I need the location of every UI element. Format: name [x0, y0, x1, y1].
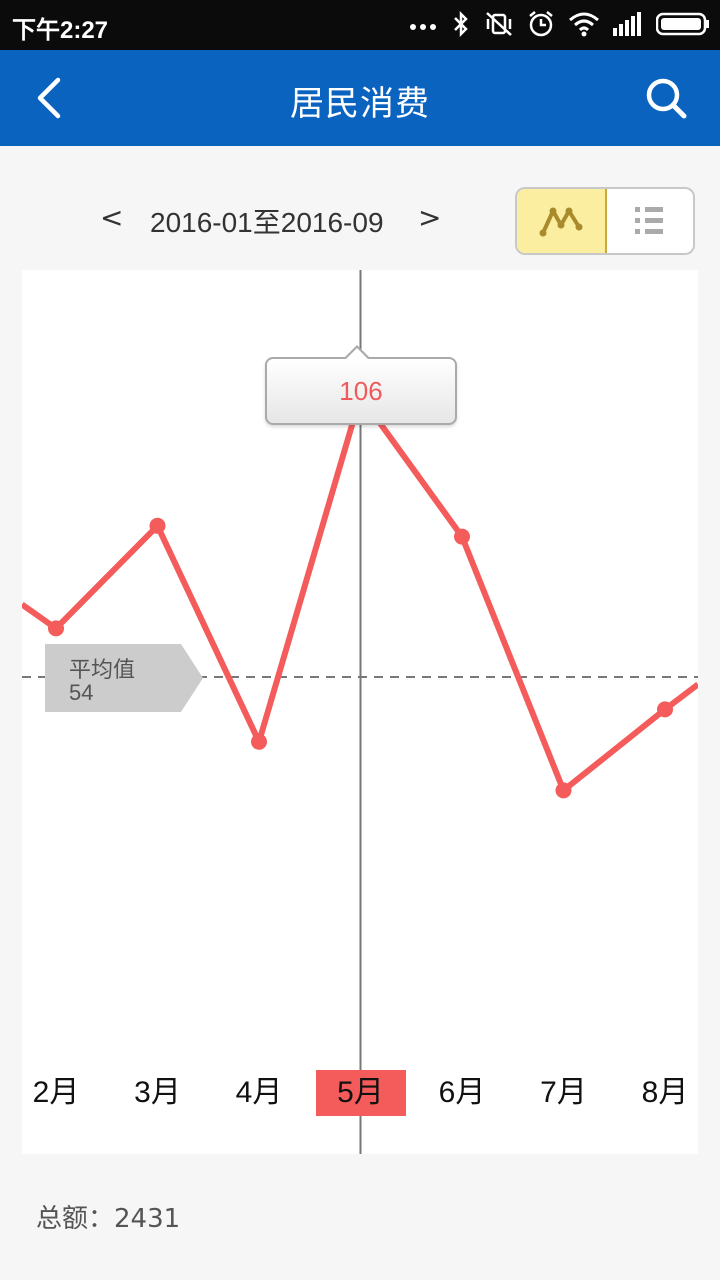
- data-point-3[interactable]: [251, 733, 267, 750]
- view-toggle: [515, 187, 695, 255]
- average-label: 平均值: [69, 658, 136, 683]
- list-icon: [635, 207, 663, 234]
- page-title: 居民消费: [290, 84, 430, 124]
- search-button[interactable]: [642, 74, 690, 122]
- x-tick-label[interactable]: 6月: [438, 1076, 486, 1109]
- value-tooltip: 106: [265, 345, 457, 425]
- status-icons: [401, 10, 710, 40]
- back-button[interactable]: [30, 76, 74, 120]
- total-amount: 总额：2431: [36, 1204, 181, 1234]
- wifi-icon: [568, 11, 600, 41]
- x-tick-label[interactable]: 3月: [134, 1076, 181, 1109]
- status-bar: 下午2:27: [0, 0, 720, 50]
- chevron-left-icon: [37, 77, 61, 119]
- tooltip-value: 106: [339, 376, 383, 406]
- more-dots-icon: [409, 17, 437, 36]
- bluetooth-icon: [451, 10, 471, 42]
- line-chart-icon: [539, 207, 583, 237]
- data-point-5[interactable]: [454, 528, 470, 545]
- battery-icon: [655, 12, 710, 40]
- signal-icon: [612, 12, 643, 40]
- alarm-icon: [527, 10, 555, 42]
- x-tick-label[interactable]: 4月: [235, 1076, 283, 1109]
- chart-view-button[interactable]: [517, 189, 607, 253]
- data-point-7[interactable]: [657, 701, 673, 718]
- x-tick-label[interactable]: 8月: [641, 1076, 689, 1109]
- status-time: 下午2:27: [12, 17, 109, 44]
- list-view-button[interactable]: [607, 189, 693, 253]
- next-period-button[interactable]: >: [418, 201, 442, 234]
- average-badge: 平均值 54: [45, 644, 203, 712]
- date-range-label: 2016-01至2016-09: [150, 207, 384, 238]
- data-point-2[interactable]: [149, 517, 166, 534]
- data-point-6[interactable]: [555, 782, 572, 799]
- date-range-row: < 2016-01至2016-09 >: [0, 185, 720, 255]
- x-tick-label[interactable]: 2月: [32, 1076, 80, 1109]
- line-chart[interactable]: 平均值 54 106 2月 3月 4月 5月 6月 7月 8月: [22, 270, 698, 1154]
- data-point-1[interactable]: [48, 620, 64, 637]
- prev-period-button[interactable]: <: [100, 201, 124, 234]
- search-icon: [646, 78, 687, 119]
- vibrate-off-icon: [484, 10, 514, 42]
- average-value: 54: [69, 680, 94, 705]
- x-tick-label[interactable]: 7月: [540, 1076, 587, 1109]
- top-app-bar: 居民消费: [0, 50, 720, 146]
- x-tick-label[interactable]: 5月: [315, 1070, 406, 1116]
